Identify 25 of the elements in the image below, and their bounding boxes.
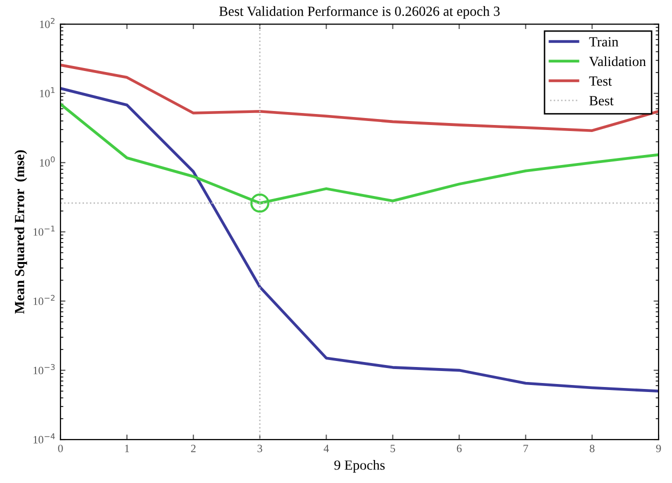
y-tick-label: 10$^{−3}$ — [34, 364, 55, 374]
x-tick-label: 3 — [258, 444, 262, 452]
legend-label: Test — [589, 76, 612, 86]
x-tick-label: 4 — [324, 444, 329, 452]
legend-label: Best — [589, 96, 614, 106]
y-tick-label: 10$^{1}$ — [40, 87, 55, 98]
y-tick-label: 10$^{−1}$ — [34, 226, 55, 236]
legend-label: Validation — [589, 56, 646, 66]
line-series — [60, 87, 659, 393]
x-tick-label: 8 — [590, 444, 594, 452]
x-tick-label: 9 — [656, 444, 661, 452]
x-axis-title: 9 Epochs — [334, 460, 385, 473]
y-tick-label: 10$^{2}$ — [40, 18, 54, 28]
x-tick-label: 0 — [58, 444, 63, 452]
chart-title: Best Validation Performance is 0.26026 at epoch 3 — [219, 6, 500, 19]
x-tick-label: 1 — [125, 444, 130, 452]
y-tick-label: 10$^{−4}$ — [34, 433, 55, 444]
x-tick-label: 6 — [456, 444, 462, 452]
legend-label: Train — [589, 37, 618, 47]
y-tick-label: 10$^{−2}$ — [34, 294, 55, 306]
x-tick-label: 7 — [524, 444, 528, 452]
x-tick-label: 2 — [191, 444, 196, 452]
y-tick-label: 10$^{0}$ — [40, 156, 55, 167]
x-tick-label: 5 — [390, 444, 396, 452]
y-axis-title: Mean Squared Error (mse) — [14, 150, 28, 314]
